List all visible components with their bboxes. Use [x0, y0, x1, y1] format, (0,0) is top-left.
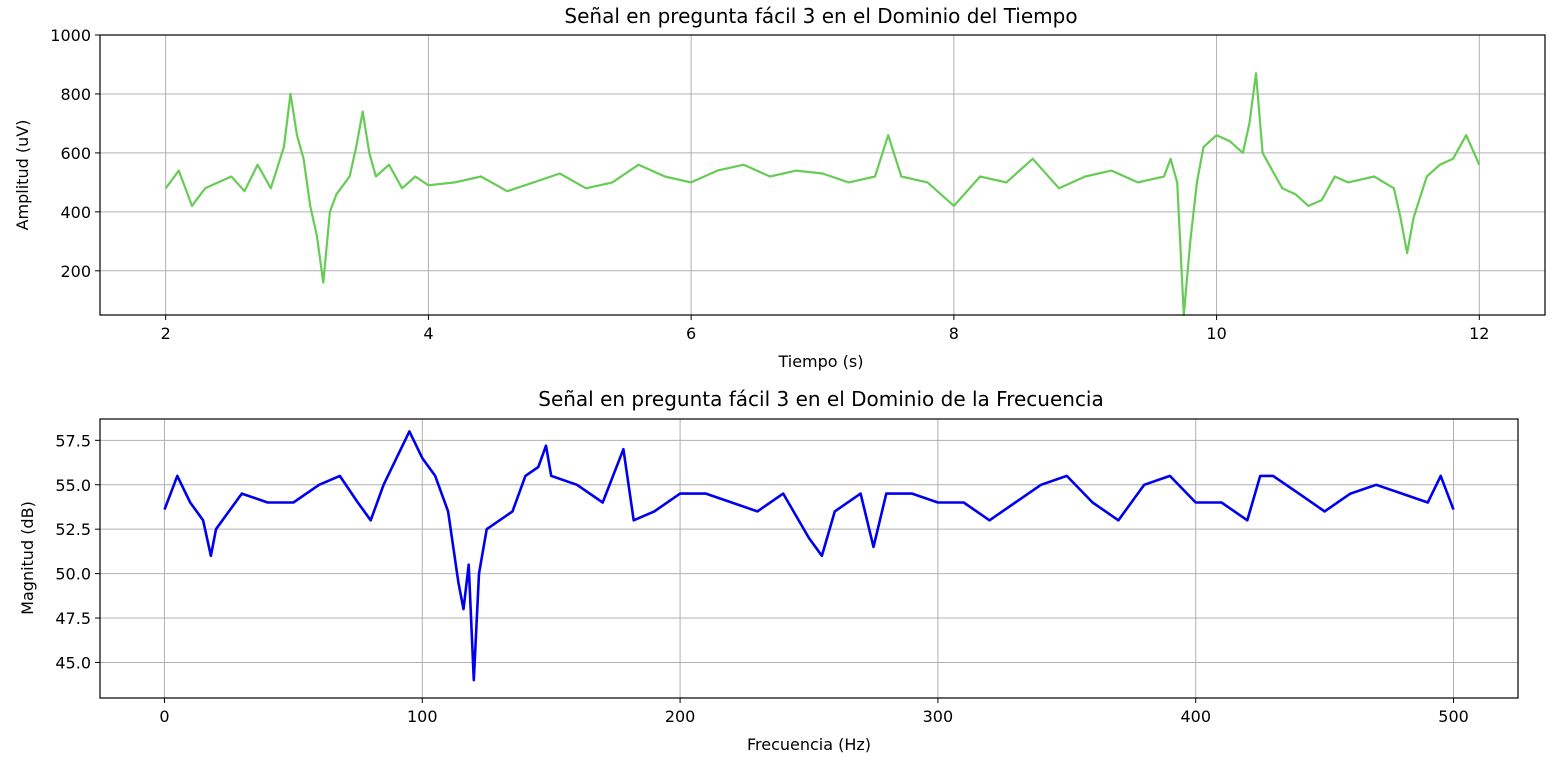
freq-ytick-label: 45.0	[55, 653, 91, 672]
frequency-domain-chart: Señal en pregunta fácil 3 en el Dominio …	[18, 387, 1519, 754]
time-xtick-label: 6	[686, 324, 696, 343]
freq-xtick-label: 500	[1438, 707, 1469, 726]
time-chart-frame	[99, 34, 1546, 316]
time-chart-grid	[100, 34, 1545, 315]
time-chart-ticks: 2 4 6 8 10 12 200 400 600 800 1000	[50, 26, 1489, 343]
time-domain-chart: Señal en pregunta fácil 3 en el Dominio …	[13, 4, 1546, 371]
freq-chart-frame	[99, 418, 1519, 699]
time-xtick-label: 2	[161, 324, 171, 343]
freq-ytick-label: 47.5	[55, 609, 91, 628]
time-chart-ylabel: Amplitud (uV)	[13, 120, 32, 231]
time-xtick-label: 10	[1206, 324, 1226, 343]
freq-chart-ylabel: Magnitud (dB)	[18, 501, 37, 615]
time-ytick-label: 800	[60, 85, 91, 104]
freq-chart-xlabel: Frecuencia (Hz)	[747, 735, 871, 754]
freq-xtick-label: 300	[923, 707, 954, 726]
freq-ytick-label: 55.0	[55, 476, 91, 495]
freq-ytick-label: 50.0	[55, 565, 91, 584]
freq-ytick-label: 52.5	[55, 520, 91, 539]
time-xtick-label: 12	[1469, 324, 1489, 343]
freq-chart-title: Señal en pregunta fácil 3 en el Dominio …	[538, 387, 1104, 411]
freq-xtick-label: 0	[159, 707, 169, 726]
time-ytick-label: 600	[60, 144, 91, 163]
freq-chart-ticks: 0 100 200 300 400 500 45.0 47.5 50.0 52.5 55.0 57.5	[55, 431, 1468, 726]
time-chart-line-layer	[164, 72, 1481, 317]
freq-ytick-label: 57.5	[55, 431, 91, 450]
freq-xtick-label: 200	[665, 707, 696, 726]
freq-series-line-0	[163, 430, 1455, 682]
time-chart-title: Señal en pregunta fácil 3 en el Dominio …	[564, 4, 1077, 28]
time-ytick-label: 400	[60, 203, 91, 222]
freq-xtick-label: 100	[407, 707, 438, 726]
time-ytick-label: 200	[60, 262, 91, 281]
time-xtick-label: 8	[949, 324, 959, 343]
freq-chart-line-layer	[163, 430, 1455, 682]
time-xtick-label: 4	[423, 324, 433, 343]
time-chart-xlabel: Tiempo (s)	[777, 352, 863, 371]
time-series-line-0	[164, 72, 1481, 317]
time-ytick-label: 1000	[50, 26, 91, 45]
freq-xtick-label: 400	[1180, 707, 1211, 726]
freq-chart-grid	[100, 419, 1518, 698]
